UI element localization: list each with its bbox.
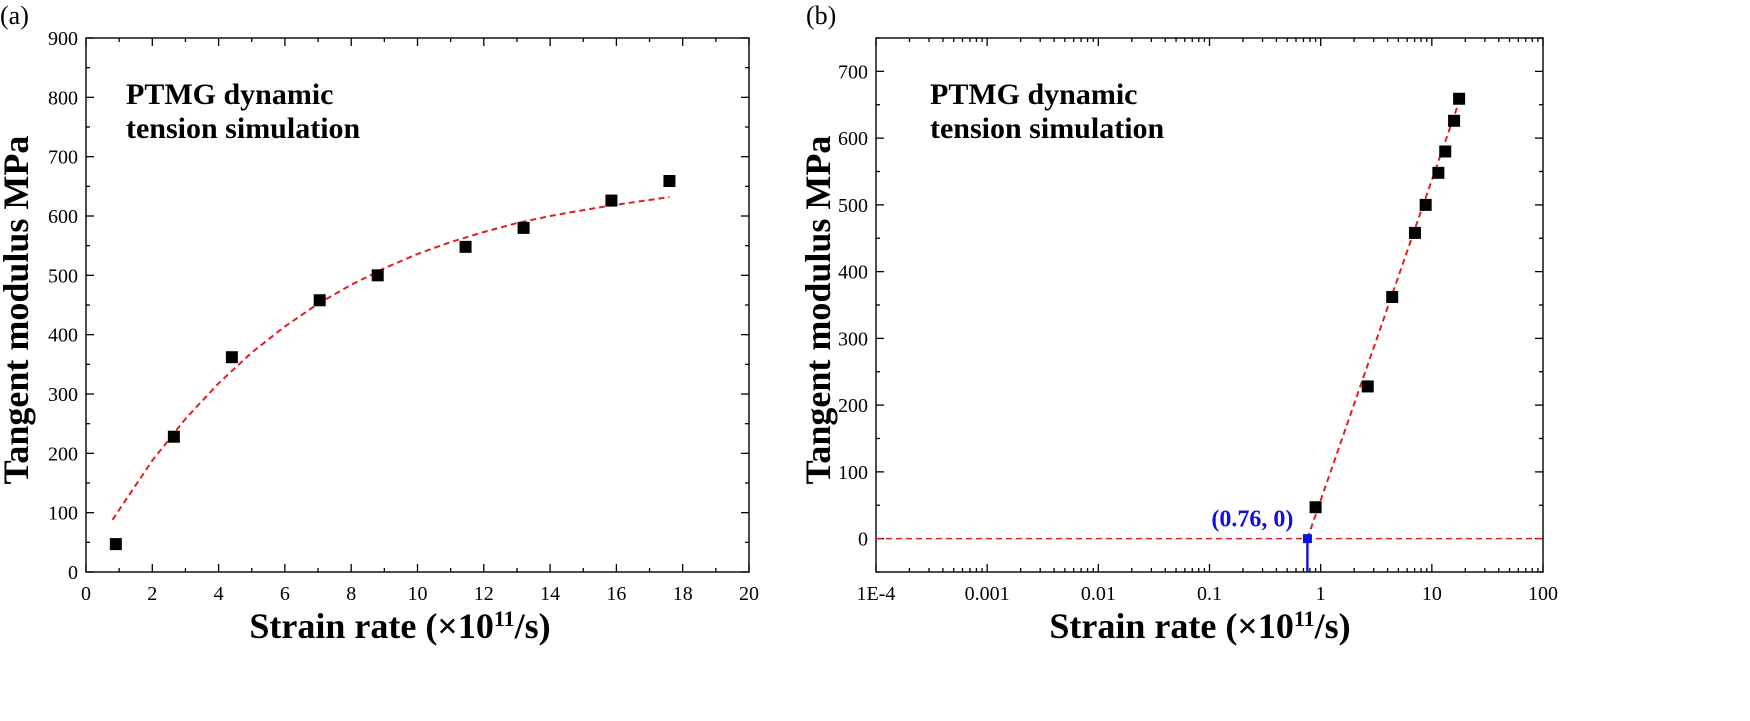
x-tick-label: 12 bbox=[474, 583, 494, 605]
y-tick-label: 100 bbox=[838, 462, 868, 484]
y-tick-label: 900 bbox=[48, 28, 78, 50]
data-point bbox=[663, 174, 676, 187]
x-tick-label: 10 bbox=[1422, 583, 1442, 605]
y-tick-label: 600 bbox=[838, 128, 868, 150]
y-tick-label: 500 bbox=[48, 265, 78, 287]
y-tick-label: 100 bbox=[48, 503, 78, 525]
x-tick-label: 0 bbox=[81, 583, 91, 605]
x-tick-label: 6 bbox=[280, 583, 290, 605]
intercept-label: (0.76, 0) bbox=[1211, 507, 1293, 533]
data-point bbox=[1448, 114, 1461, 127]
x-tick-label: 0.001 bbox=[965, 583, 1010, 605]
data-point bbox=[109, 538, 122, 551]
y-tick-label: 700 bbox=[48, 147, 78, 169]
x-tick-label: 1E-4 bbox=[857, 583, 896, 605]
y-tick-label: 0 bbox=[68, 562, 78, 584]
y-tick-label: 600 bbox=[48, 206, 78, 228]
annotation-line: tension simulation bbox=[126, 112, 361, 145]
y-tick-label: 200 bbox=[838, 395, 868, 417]
x-tick-label: 20 bbox=[739, 583, 759, 605]
data-point bbox=[371, 269, 384, 282]
y-tick-label: 300 bbox=[838, 328, 868, 350]
intercept-point bbox=[1302, 534, 1312, 544]
y-tick-label: 400 bbox=[48, 325, 78, 347]
x-tick-label: 4 bbox=[214, 583, 224, 605]
y-tick-label: 800 bbox=[48, 87, 78, 109]
x-tick-label: 18 bbox=[673, 583, 693, 605]
x-axis-title: Strain rate (×1011/s) bbox=[1049, 606, 1350, 646]
x-tick-label: 1 bbox=[1316, 583, 1326, 605]
panel-label: (a) bbox=[0, 1, 29, 30]
data-point bbox=[1386, 290, 1399, 303]
y-tick-label: 300 bbox=[48, 384, 78, 406]
x-tick-label: 10 bbox=[408, 583, 428, 605]
y-axis-title: Tangent modulus MPa bbox=[798, 136, 838, 485]
y-tick-label: 0 bbox=[858, 529, 868, 551]
y-tick-label: 700 bbox=[838, 61, 868, 83]
data-point bbox=[1439, 145, 1452, 158]
y-tick-label: 500 bbox=[838, 195, 868, 217]
data-point bbox=[313, 294, 326, 307]
annotation-line: PTMG dynamic bbox=[126, 78, 334, 111]
y-tick-label: 200 bbox=[48, 443, 78, 465]
panel-label: (b) bbox=[806, 1, 836, 30]
data-point bbox=[1361, 380, 1374, 393]
data-point bbox=[1309, 501, 1322, 514]
x-tick-label: 100 bbox=[1528, 583, 1558, 605]
x-tick-label: 0.01 bbox=[1081, 583, 1116, 605]
data-point bbox=[459, 240, 472, 253]
y-tick-label: 400 bbox=[838, 262, 868, 284]
data-point bbox=[1432, 166, 1445, 179]
data-point bbox=[1419, 198, 1432, 211]
x-tick-label: 14 bbox=[540, 583, 560, 605]
x-tick-label: 0.1 bbox=[1197, 583, 1222, 605]
data-point bbox=[1453, 92, 1466, 105]
fit-curve bbox=[1306, 94, 1463, 539]
data-point bbox=[517, 221, 530, 234]
x-tick-label: 2 bbox=[147, 583, 157, 605]
y-axis-title: Tangent modulus MPa bbox=[0, 136, 36, 485]
chart-panel-b: 1E-4 0.001 0.01 0.1 1 10 100 0 100 200 300 400 500 60… bbox=[798, 1, 1558, 646]
x-tick-label: 8 bbox=[346, 583, 356, 605]
data-point bbox=[225, 351, 238, 364]
data-point bbox=[167, 430, 180, 443]
annotation-line: tension simulation bbox=[930, 112, 1165, 145]
x-tick-label: 16 bbox=[606, 583, 626, 605]
fit-curve bbox=[111, 196, 670, 521]
annotation-line: PTMG dynamic bbox=[930, 78, 1138, 111]
data-point bbox=[1408, 226, 1421, 239]
x-axis-title: Strain rate (×1011/s) bbox=[249, 606, 550, 646]
chart-panel-a: 0 2 4 6 8 10 12 14 16 18 2001002003004005006007008… bbox=[0, 1, 759, 646]
data-point bbox=[605, 194, 618, 207]
